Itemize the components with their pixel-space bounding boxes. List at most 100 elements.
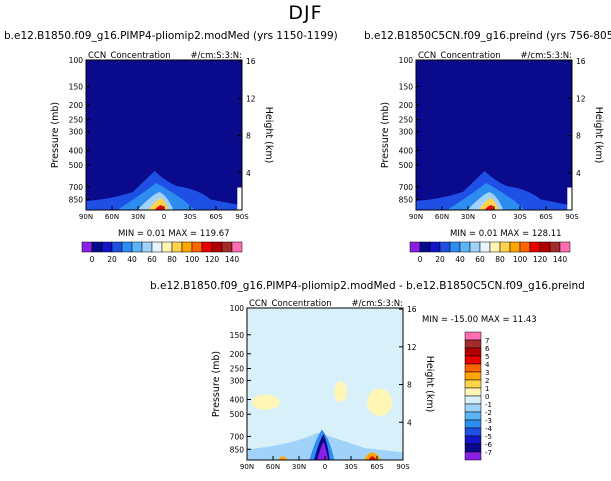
colorbar-swatch bbox=[81, 241, 93, 253]
y-tick-label: 150 bbox=[399, 82, 414, 91]
variable-label: CCN_Concentration bbox=[249, 299, 332, 309]
colorbar-tick-label: 120 bbox=[205, 255, 220, 264]
y-axis-label: Pressure (mb) bbox=[211, 351, 222, 417]
colorbar-swatch bbox=[121, 241, 133, 253]
colorbar-swatch bbox=[101, 241, 113, 253]
x-tick-label: 90N bbox=[409, 213, 423, 221]
colorbar-tick-label: -3 bbox=[485, 417, 492, 425]
colorbar-swatch bbox=[464, 371, 482, 381]
colorbar-swatch bbox=[181, 241, 193, 253]
colorbar-swatch bbox=[464, 363, 482, 373]
y2-axis-label: Height (km) bbox=[424, 356, 435, 413]
colorbar-tick-label: 60 bbox=[147, 255, 157, 264]
colorbar-tick-label: 4 bbox=[485, 361, 490, 369]
colorbar-swatch bbox=[221, 241, 233, 253]
colorbar-tick-label: 2 bbox=[485, 377, 489, 385]
field-contour bbox=[484, 205, 494, 210]
x-tick-label: 60N bbox=[105, 213, 119, 221]
y-tick-label: 300 bbox=[69, 128, 84, 137]
colorbar-swatch bbox=[539, 241, 551, 253]
colorbar-swatch bbox=[464, 435, 482, 445]
x-tick-label: 30S bbox=[513, 213, 527, 221]
minmax-top-right: MIN = 0.01 MAX = 128.11 bbox=[450, 229, 562, 239]
y2-tick-label: 12 bbox=[407, 343, 417, 352]
field-contour bbox=[367, 388, 393, 416]
y2-tick-label: 12 bbox=[246, 94, 256, 103]
colorbar-swatch bbox=[489, 241, 501, 253]
colorbar-tick-label: 100 bbox=[513, 255, 528, 264]
colorbar-tick-label: 0 bbox=[90, 255, 95, 264]
colorbar-swatch bbox=[529, 241, 541, 253]
field-contour bbox=[567, 187, 572, 210]
field-contour bbox=[251, 394, 280, 410]
field-contour bbox=[368, 456, 377, 460]
colorbar-tick-label: -5 bbox=[485, 433, 492, 441]
colorbar-swatch bbox=[464, 339, 482, 349]
colorbar-swatch bbox=[201, 241, 213, 253]
y2-tick-label: 8 bbox=[576, 132, 581, 141]
y-axis-label: Pressure (mb) bbox=[380, 102, 391, 168]
x-tick-label: 0 bbox=[492, 213, 496, 221]
colorbar-tick-label: 80 bbox=[495, 255, 505, 264]
colorbar-swatch bbox=[549, 241, 561, 253]
colorbar-swatch bbox=[464, 331, 482, 341]
y-tick-label: 700 bbox=[230, 432, 245, 441]
units-label: #/cm:S:3:N: bbox=[351, 299, 403, 309]
colorbar-tick-label: 100 bbox=[185, 255, 200, 264]
x-tick-label: 60N bbox=[435, 213, 449, 221]
colorbar-tick-label: 5 bbox=[485, 353, 489, 361]
variable-label: CCN_Concentration bbox=[88, 51, 171, 61]
panel-title-top-left: b.e12.B1850.f09_g16.PIMP4-pliomip2.modMe… bbox=[4, 30, 338, 42]
colorbar-swatch bbox=[519, 241, 531, 253]
y-tick-label: 300 bbox=[230, 377, 245, 386]
colorbar-tick-label: 120 bbox=[533, 255, 548, 264]
colorbar-swatch bbox=[141, 241, 153, 253]
colorbar-swatch bbox=[464, 355, 482, 365]
colorbar-swatch bbox=[111, 241, 123, 253]
y-tick-label: 400 bbox=[399, 146, 414, 155]
y2-axis-label: Height (km) bbox=[593, 107, 604, 164]
colorbar-swatch bbox=[464, 427, 482, 437]
field-contour bbox=[334, 380, 347, 403]
x-tick-label: 60S bbox=[209, 213, 223, 221]
x-tick-label: 0 bbox=[162, 213, 166, 221]
colorbar-swatch bbox=[469, 241, 481, 253]
y-tick-label: 500 bbox=[230, 410, 245, 419]
y2-tick-label: 4 bbox=[407, 418, 412, 427]
y-tick-label: 200 bbox=[69, 101, 84, 110]
y2-tick-label: 12 bbox=[576, 94, 586, 103]
y-tick-label: 700 bbox=[69, 183, 84, 192]
colorbar-swatch bbox=[464, 379, 482, 389]
colorbar-swatch bbox=[464, 419, 482, 429]
colorbar-tick-label: -7 bbox=[485, 449, 492, 457]
colorbar-tick-label: -2 bbox=[485, 409, 492, 417]
field-contour bbox=[237, 187, 242, 210]
x-tick-label: 30N bbox=[292, 463, 306, 471]
minmax-bottom: MIN = -15.00 MAX = 11.43 bbox=[422, 315, 537, 325]
colorbar-swatch bbox=[211, 241, 223, 253]
colorbar-swatch bbox=[509, 241, 521, 253]
colorbar-swatch bbox=[464, 403, 482, 413]
variable-label: CCN_Concentration bbox=[418, 51, 501, 61]
units-label: #/cm:S:3:N: bbox=[520, 51, 572, 61]
colorbar-tick-label: -4 bbox=[485, 425, 493, 433]
y-tick-label: 100 bbox=[69, 56, 84, 65]
colorbar-top-left: 0 20 40 60 80 100 120 140 bbox=[81, 241, 243, 264]
y-tick-label: 100 bbox=[230, 304, 245, 313]
x-tick-label: 60S bbox=[370, 463, 384, 471]
colorbar-swatch bbox=[464, 347, 482, 357]
x-tick-label: 30S bbox=[344, 463, 358, 471]
y2-tick-label: 4 bbox=[246, 169, 251, 178]
colorbar-tick-label: 60 bbox=[475, 255, 485, 264]
colorbar-tick-label: -1 bbox=[485, 401, 492, 409]
panel-title-bottom: b.e12.B1850.f09_g16.PIMP4-pliomip2.modMe… bbox=[150, 280, 585, 292]
y-tick-label: 250 bbox=[230, 364, 245, 373]
colorbar-swatch bbox=[191, 241, 203, 253]
y-tick-label: 300 bbox=[399, 128, 414, 137]
colorbar-swatch bbox=[161, 241, 173, 253]
colorbar-tick-label: 1 bbox=[485, 385, 489, 393]
y-tick-label: 850 bbox=[69, 195, 84, 204]
y-tick-label: 150 bbox=[230, 331, 245, 340]
colorbar-swatch bbox=[409, 241, 421, 253]
